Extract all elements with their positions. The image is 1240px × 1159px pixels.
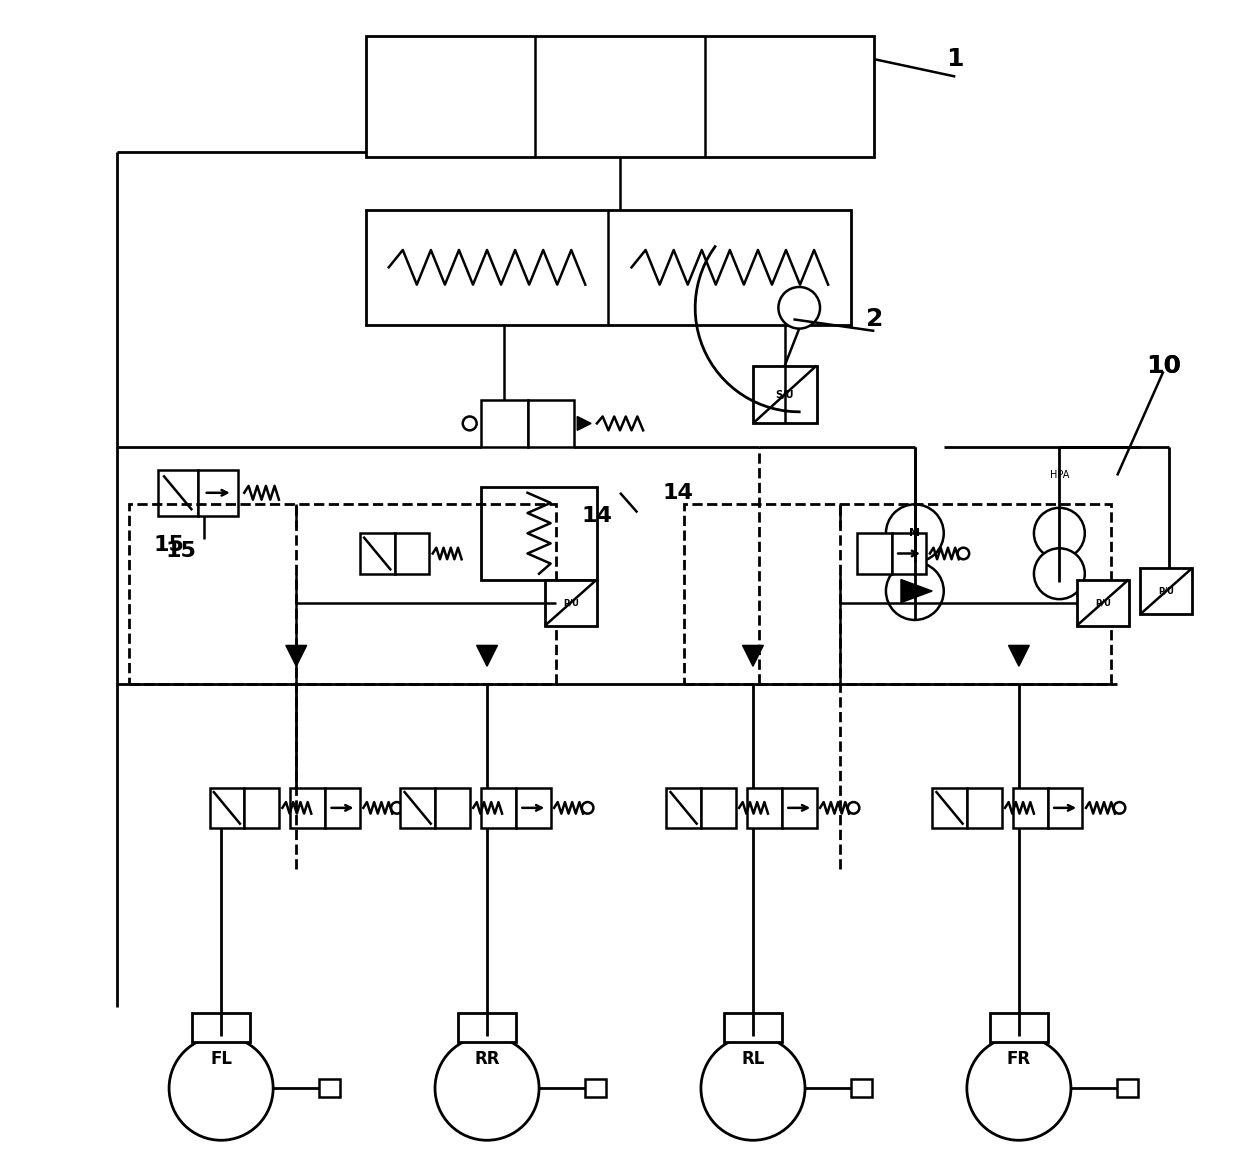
Bar (724, 1013, 782, 1042)
Circle shape (885, 504, 944, 562)
Bar (1013, 788, 1048, 828)
Polygon shape (476, 646, 497, 666)
Bar (210, 788, 244, 828)
Polygon shape (743, 646, 764, 666)
Text: P/U: P/U (1095, 598, 1111, 607)
Bar (366, 210, 851, 326)
Circle shape (848, 802, 859, 814)
Text: M: M (909, 529, 920, 538)
Bar (481, 487, 596, 580)
Bar (157, 469, 198, 516)
Text: P/U: P/U (1158, 586, 1174, 596)
Circle shape (779, 287, 820, 329)
Text: 10: 10 (1146, 353, 1180, 378)
Circle shape (885, 562, 944, 620)
Text: RR: RR (474, 1050, 500, 1069)
Text: 1: 1 (946, 48, 963, 71)
Text: S/U: S/U (775, 389, 794, 400)
Circle shape (1034, 548, 1085, 599)
Bar (401, 788, 435, 828)
Bar (394, 533, 429, 574)
Bar (366, 36, 874, 158)
Circle shape (957, 548, 970, 560)
Bar (435, 788, 470, 828)
Bar (129, 504, 557, 684)
Bar (851, 1079, 872, 1098)
Polygon shape (286, 646, 306, 666)
Circle shape (169, 1036, 273, 1140)
Text: 2: 2 (866, 307, 883, 331)
Bar (1141, 568, 1193, 614)
Bar (481, 788, 516, 828)
Bar (516, 788, 551, 828)
Bar (1048, 788, 1083, 828)
Bar (967, 788, 1002, 828)
Bar (198, 469, 238, 516)
Bar (1076, 580, 1128, 626)
Bar (782, 788, 817, 828)
Circle shape (391, 802, 403, 814)
Bar (666, 788, 701, 828)
Circle shape (701, 1036, 805, 1140)
Text: 15: 15 (154, 534, 185, 555)
Bar (683, 504, 1111, 684)
Bar (458, 1013, 516, 1042)
Circle shape (1034, 508, 1085, 559)
Bar (990, 1013, 1048, 1042)
Bar (748, 788, 782, 828)
Text: FL: FL (210, 1050, 232, 1069)
Text: FR: FR (1007, 1050, 1030, 1069)
Polygon shape (901, 580, 932, 603)
Polygon shape (577, 416, 591, 430)
Bar (585, 1079, 606, 1098)
Text: 15: 15 (165, 540, 196, 561)
Bar (753, 365, 817, 423)
Text: HPA: HPA (1050, 471, 1069, 481)
Text: 14: 14 (582, 506, 613, 526)
Bar (932, 788, 967, 828)
Circle shape (582, 802, 594, 814)
Bar (527, 400, 574, 446)
Bar (481, 400, 527, 446)
Bar (1117, 1079, 1138, 1098)
Bar (325, 788, 360, 828)
Circle shape (435, 1036, 539, 1140)
Text: 14: 14 (662, 483, 693, 503)
Bar (244, 788, 279, 828)
Bar (192, 1013, 250, 1042)
Bar (544, 580, 596, 626)
Bar (290, 788, 325, 828)
Bar (857, 533, 892, 574)
Text: 10: 10 (1146, 353, 1180, 378)
Bar (892, 533, 926, 574)
Text: P/U: P/U (563, 598, 579, 607)
Bar (320, 1079, 340, 1098)
Circle shape (967, 1036, 1071, 1140)
Circle shape (463, 416, 476, 430)
Bar (360, 533, 394, 574)
Circle shape (1114, 802, 1125, 814)
Polygon shape (1008, 646, 1029, 666)
Bar (701, 788, 735, 828)
Text: RL: RL (742, 1050, 765, 1069)
